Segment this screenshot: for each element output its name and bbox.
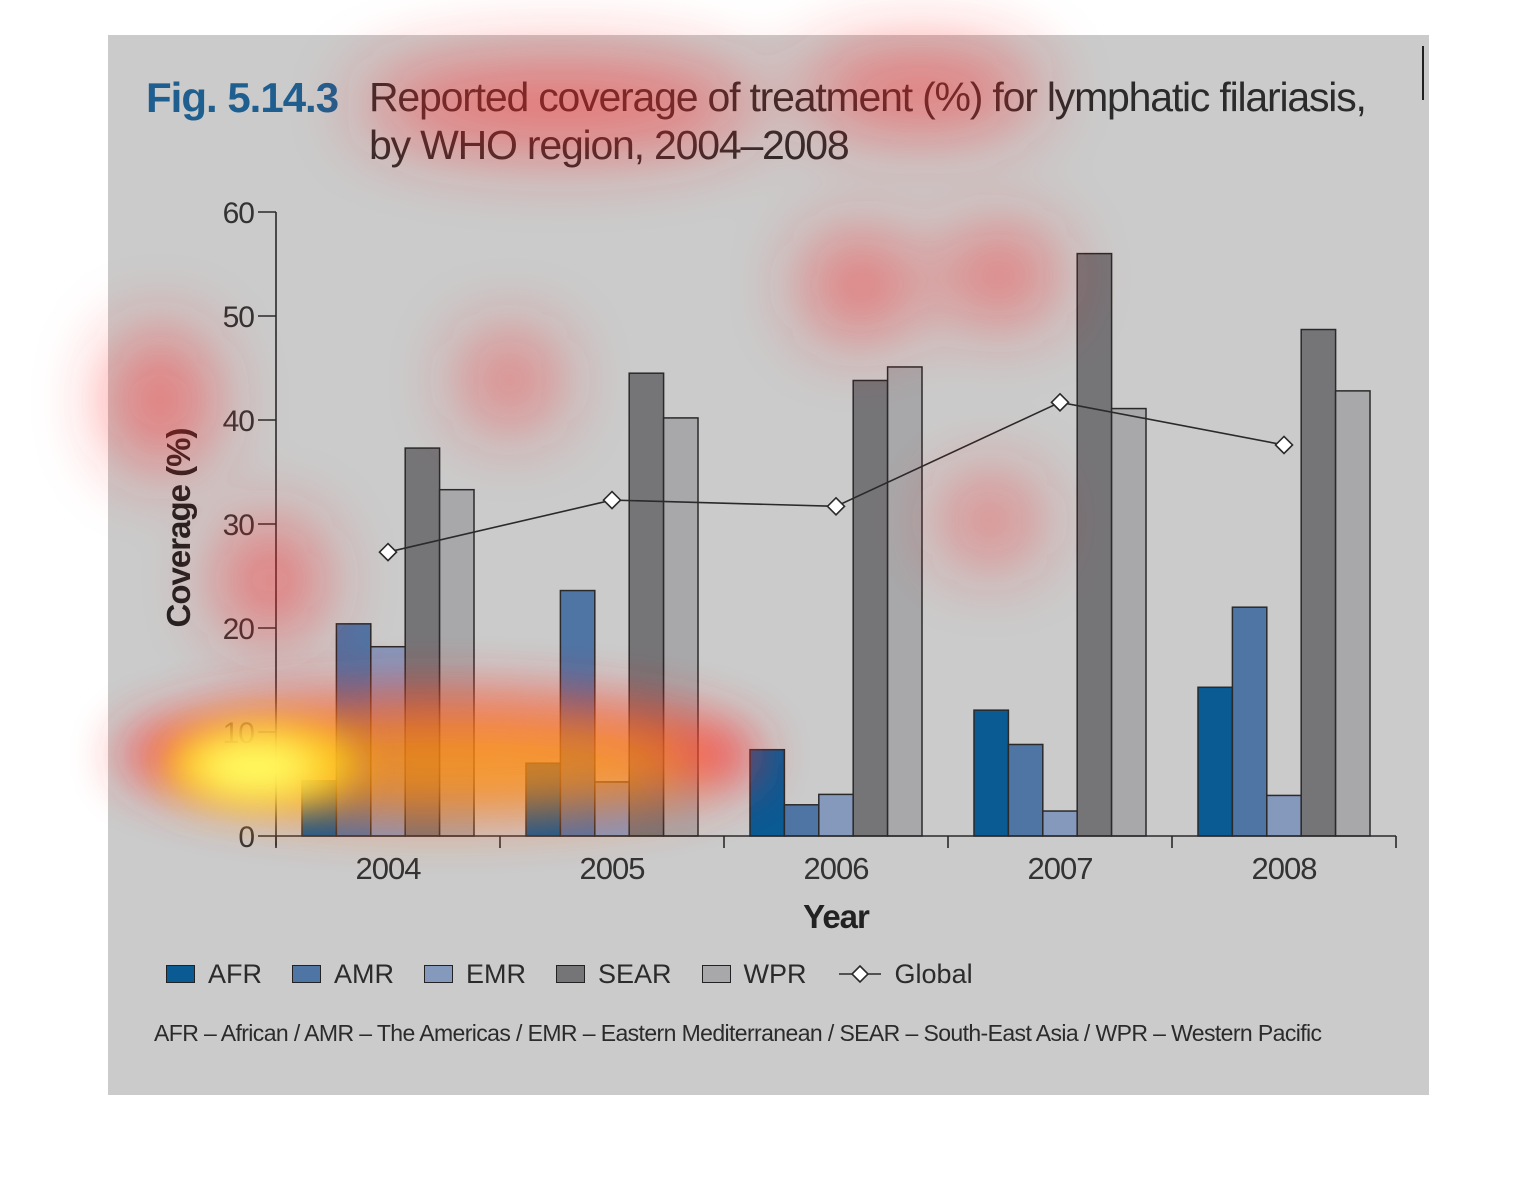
global-point-marker — [826, 496, 846, 516]
y-axis-title: Coverage (%) — [160, 429, 197, 628]
bar-amr-2007 — [1007, 743, 1044, 837]
legend: AFR AMR EMR SEAR WPR Global — [166, 956, 1003, 992]
bar-wpr-2005 — [662, 417, 699, 837]
bar-emr-2004 — [370, 645, 406, 837]
bar-emr-2006 — [818, 793, 854, 837]
bar-sear-2008 — [1300, 328, 1337, 837]
x-axis-title: Year — [803, 898, 870, 935]
legend-swatch — [701, 965, 731, 983]
y-tick-label: 30 — [223, 509, 255, 542]
global-series-line — [387, 401, 1285, 553]
bar-afr-2006 — [749, 748, 786, 837]
global-line-layer — [378, 392, 1294, 562]
global-point-marker — [602, 490, 622, 510]
legend-swatch — [292, 965, 321, 983]
bar-sear-2004 — [404, 447, 441, 837]
global-point-marker — [378, 542, 398, 562]
bar-amr-2006 — [783, 804, 820, 837]
legend-item-sear: SEAR — [556, 959, 672, 990]
bar-wpr-2008 — [1334, 390, 1371, 837]
edge-marker — [1422, 46, 1424, 100]
legend-item-amr: AMR — [292, 959, 394, 990]
legend-label: Global — [894, 958, 973, 989]
global-point-marker — [1274, 435, 1294, 455]
y-tick-label: 10 — [223, 717, 255, 750]
figure-number: Fig. 5.14.3 — [146, 74, 339, 121]
legend-swatch — [556, 965, 585, 983]
x-tick-label: 2006 — [804, 851, 869, 886]
y-tick-label: 0 — [238, 821, 254, 854]
legend-swatch — [166, 965, 195, 983]
bar-afr-2004 — [301, 780, 338, 837]
bar-sear-2006 — [852, 379, 889, 837]
bar-emr-2005 — [594, 781, 630, 837]
legend-label: SEAR — [598, 958, 672, 989]
legend-item-afr: AFR — [166, 959, 262, 990]
legend-swatch — [424, 965, 453, 983]
figure-panel — [108, 35, 1429, 1095]
bar-amr-2004 — [335, 623, 372, 837]
bar-sear-2005 — [628, 372, 665, 837]
bar-sear-2007 — [1076, 252, 1113, 837]
bar-wpr-2004 — [438, 488, 475, 837]
legend-line-marker-icon — [838, 964, 881, 984]
legend-label: AFR — [208, 958, 262, 989]
y-tick-label: 50 — [223, 301, 255, 334]
legend-item-emr: EMR — [424, 959, 526, 990]
bar-wpr-2006 — [886, 366, 923, 837]
footnote: AFR – African / AMR – The Americas / EMR… — [154, 1020, 1322, 1046]
legend-item-global: Global — [837, 959, 973, 990]
bars-layer — [301, 252, 1371, 837]
y-tick-label: 40 — [223, 405, 255, 438]
legend-label: EMR — [466, 958, 526, 989]
x-tick-label: 2005 — [580, 851, 645, 886]
legend-label: WPR — [743, 958, 807, 989]
bar-afr-2008 — [1197, 686, 1234, 837]
legend-item-wpr: WPR — [701, 958, 807, 990]
bar-amr-2005 — [559, 589, 596, 837]
bar-emr-2007 — [1042, 810, 1078, 837]
x-tick-label: 2007 — [1028, 851, 1093, 886]
bar-afr-2007 — [973, 709, 1010, 837]
y-tick-label: 20 — [223, 613, 255, 646]
x-tick-label: 2008 — [1252, 851, 1317, 886]
bar-emr-2008 — [1266, 794, 1302, 837]
bar-amr-2008 — [1231, 606, 1268, 837]
legend-label: AMR — [334, 958, 394, 989]
bar-wpr-2007 — [1110, 407, 1147, 837]
x-tick-label: 2004 — [356, 851, 422, 886]
y-tick-label: 60 — [223, 197, 255, 230]
global-point-marker — [1050, 392, 1070, 412]
bar-afr-2005 — [525, 762, 562, 837]
